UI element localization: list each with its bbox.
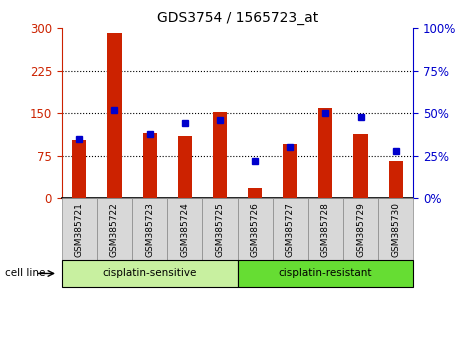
Bar <box>353 134 368 198</box>
Bar <box>107 33 122 198</box>
Text: GSM385730: GSM385730 <box>391 202 400 257</box>
Text: GSM385721: GSM385721 <box>75 202 84 257</box>
Bar <box>389 161 403 198</box>
Bar <box>213 112 227 198</box>
Text: GSM385723: GSM385723 <box>145 202 154 257</box>
Text: cisplatin-sensitive: cisplatin-sensitive <box>103 268 197 279</box>
Bar <box>283 144 297 198</box>
Title: GDS3754 / 1565723_at: GDS3754 / 1565723_at <box>157 11 318 24</box>
Text: GSM385726: GSM385726 <box>251 202 259 257</box>
Text: cell line: cell line <box>5 268 45 279</box>
Bar <box>72 140 86 198</box>
Text: GSM385722: GSM385722 <box>110 202 119 257</box>
Bar <box>248 188 262 198</box>
Bar <box>142 133 157 198</box>
Text: GSM385727: GSM385727 <box>286 202 294 257</box>
Bar <box>318 108 332 198</box>
Text: GSM385728: GSM385728 <box>321 202 330 257</box>
Text: cisplatin-resistant: cisplatin-resistant <box>279 268 372 279</box>
Text: GSM385724: GSM385724 <box>180 202 189 257</box>
Bar <box>178 136 192 198</box>
Text: GSM385725: GSM385725 <box>216 202 224 257</box>
Text: GSM385729: GSM385729 <box>356 202 365 257</box>
